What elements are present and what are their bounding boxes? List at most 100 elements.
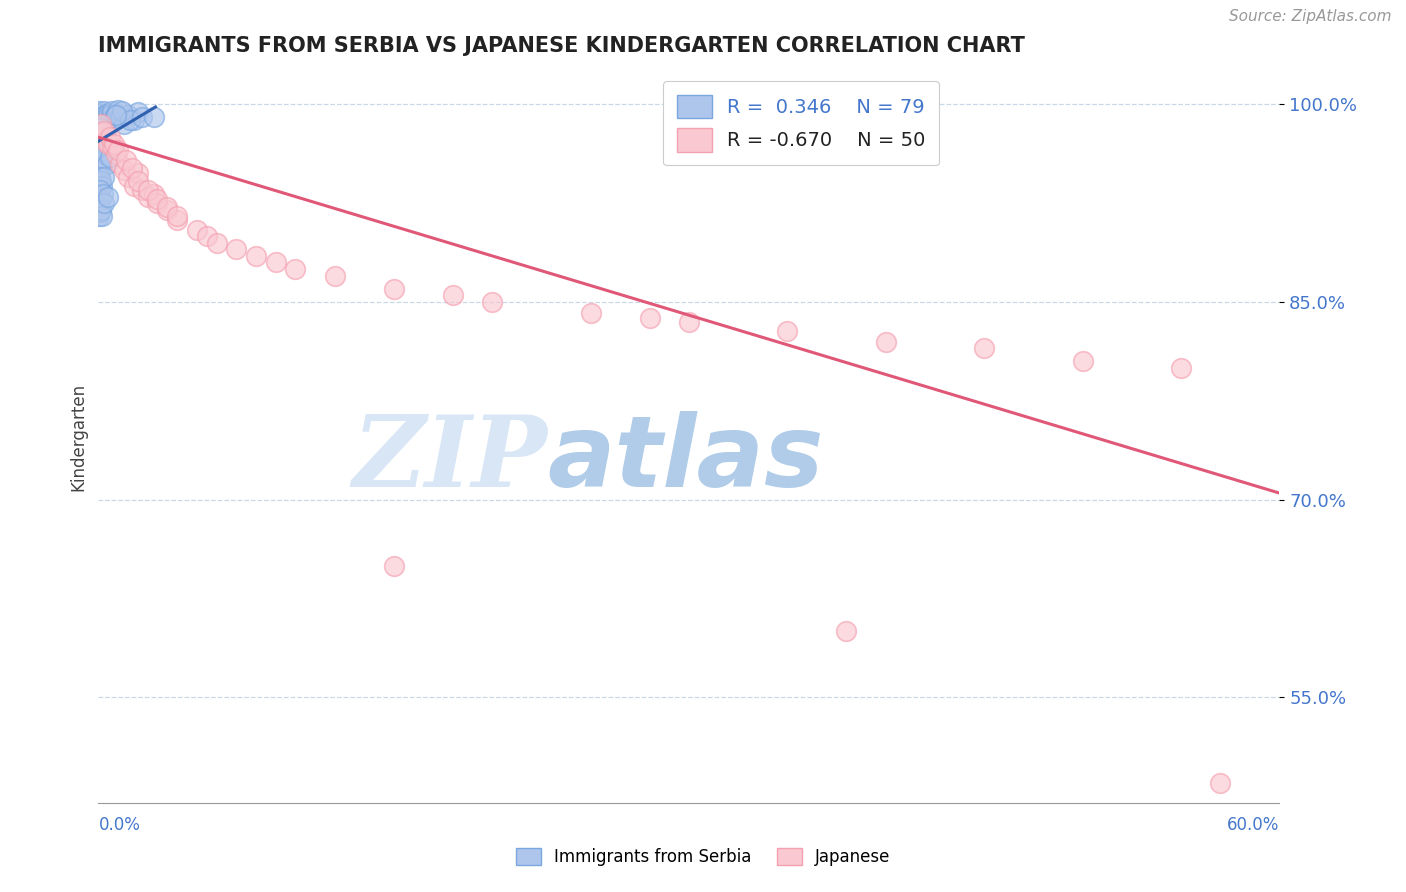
Point <box>94 134 117 148</box>
Point <box>89 210 111 224</box>
Point <box>122 113 145 128</box>
Point <box>89 156 111 170</box>
Point <box>89 123 111 137</box>
Point <box>89 108 111 122</box>
Point <box>98 130 121 145</box>
Point <box>107 144 129 158</box>
Point <box>91 126 114 140</box>
Point <box>441 288 464 302</box>
Point <box>89 169 111 184</box>
Point <box>835 624 858 639</box>
Point <box>89 130 111 145</box>
Point <box>122 179 145 194</box>
Point <box>89 150 111 164</box>
Point <box>112 117 135 131</box>
Point <box>105 108 128 122</box>
Legend: R =  0.346    N = 79, R = -0.670    N = 50: R = 0.346 N = 79, R = -0.670 N = 50 <box>662 81 939 166</box>
Point <box>97 136 120 151</box>
Point <box>96 130 118 145</box>
Point <box>89 189 111 203</box>
Point <box>1071 354 1094 368</box>
Point <box>90 192 112 206</box>
Point <box>91 179 114 194</box>
Point <box>90 202 112 217</box>
Point <box>166 213 188 227</box>
Point <box>108 156 131 170</box>
Point <box>89 177 111 191</box>
Point <box>93 196 115 211</box>
Point <box>100 108 122 122</box>
Point <box>96 116 118 130</box>
Point <box>94 134 117 148</box>
Point <box>90 121 112 136</box>
Point <box>678 315 700 329</box>
Point <box>146 196 169 211</box>
Point <box>90 161 112 175</box>
Point <box>93 123 115 137</box>
Point <box>96 136 118 151</box>
Text: 60.0%: 60.0% <box>1227 816 1279 834</box>
Point <box>93 109 115 123</box>
Point <box>93 112 115 126</box>
Text: Source: ZipAtlas.com: Source: ZipAtlas.com <box>1229 9 1392 24</box>
Point <box>118 113 141 128</box>
Point <box>245 249 267 263</box>
Point <box>127 105 149 120</box>
Point <box>90 174 112 188</box>
Point <box>96 147 118 161</box>
Point <box>382 282 405 296</box>
Point <box>136 183 159 197</box>
Point <box>91 117 114 131</box>
Point <box>94 139 117 153</box>
Point <box>93 169 115 184</box>
Point <box>101 139 124 153</box>
Point <box>93 130 115 145</box>
Point <box>875 334 897 349</box>
Point <box>579 305 602 319</box>
Point <box>142 111 165 125</box>
Point <box>323 268 346 283</box>
Point <box>146 192 169 206</box>
Point <box>93 103 115 118</box>
Point <box>90 117 112 131</box>
Point <box>776 324 799 338</box>
Point <box>90 111 112 125</box>
Point <box>136 189 159 203</box>
Point <box>107 103 129 117</box>
Point <box>156 202 179 217</box>
Point <box>96 106 118 120</box>
Point <box>89 136 111 151</box>
Point <box>284 262 307 277</box>
Point <box>89 153 111 167</box>
Text: ZIP: ZIP <box>353 411 547 508</box>
Point <box>142 186 165 201</box>
Text: 0.0%: 0.0% <box>98 816 141 834</box>
Point <box>108 111 131 125</box>
Point <box>127 174 149 188</box>
Point <box>94 147 117 161</box>
Point <box>195 229 218 244</box>
Point <box>112 163 135 178</box>
Point <box>1209 776 1232 790</box>
Point <box>91 210 114 224</box>
Point <box>89 113 111 128</box>
Point <box>103 136 125 151</box>
Point <box>131 183 153 197</box>
Point <box>93 144 115 158</box>
Point <box>98 113 121 128</box>
Point <box>973 341 995 355</box>
Point <box>121 161 143 175</box>
Point <box>91 139 114 153</box>
Point <box>98 150 121 164</box>
Point <box>117 108 139 122</box>
Point <box>91 144 114 158</box>
Point <box>90 106 112 120</box>
Point <box>105 147 128 161</box>
Point <box>89 183 111 197</box>
Point <box>127 166 149 180</box>
Point <box>90 126 112 140</box>
Point <box>115 153 138 167</box>
Point <box>91 144 114 158</box>
Point <box>96 156 118 170</box>
Point <box>89 139 111 153</box>
